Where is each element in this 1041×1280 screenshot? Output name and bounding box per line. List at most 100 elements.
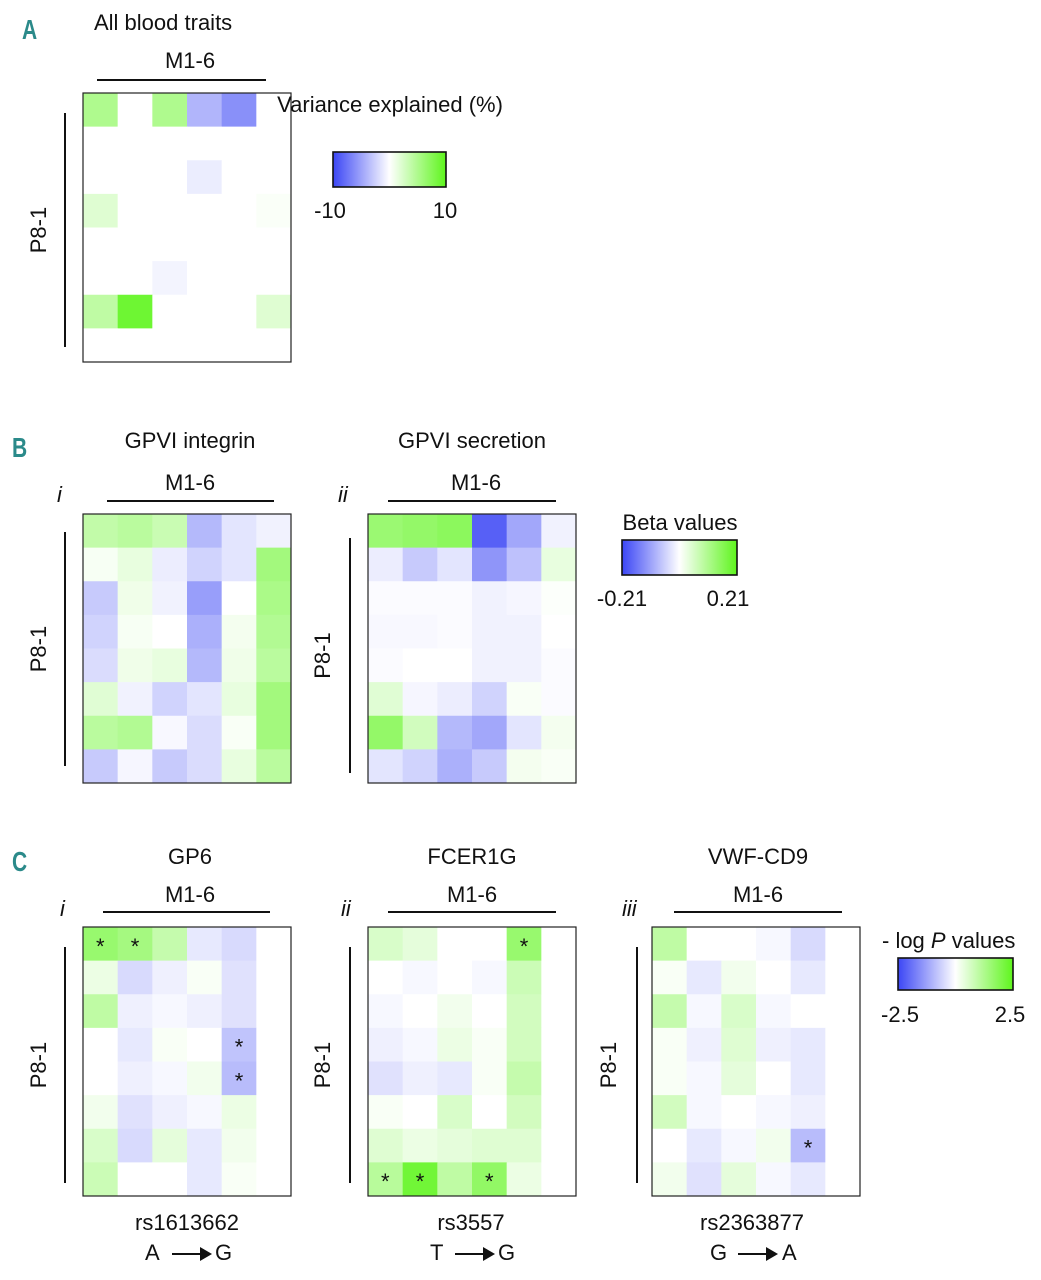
heatmap-cell xyxy=(256,1061,292,1096)
legend-a-title: Variance explained (%) xyxy=(277,92,503,117)
heatmap-cell xyxy=(402,682,438,717)
heatmap-cell xyxy=(187,715,223,750)
heatmap-cell xyxy=(472,682,508,717)
heatmap-cell xyxy=(790,1095,826,1130)
heatmap-cell xyxy=(187,227,223,262)
legend-a-colorbar xyxy=(332,151,447,188)
legend-c-max: 2.5 xyxy=(994,1002,1026,1027)
heatmap-cell xyxy=(368,547,404,582)
heatmap-cell xyxy=(83,1061,119,1096)
heatmap-cell xyxy=(221,960,257,995)
heatmap-cell xyxy=(117,648,153,683)
heatmap-cell xyxy=(152,715,188,750)
heatmap-cell xyxy=(368,1095,404,1130)
heatmap-cell xyxy=(83,126,119,161)
heatmap-cell xyxy=(256,1128,292,1163)
legend-c-min: -2.5 xyxy=(881,1002,919,1027)
heatmap-cell xyxy=(83,1128,119,1163)
heatmap-cell xyxy=(437,1162,473,1197)
heatmap-cell xyxy=(83,93,119,128)
heatmap-cell xyxy=(152,1162,188,1197)
heatmap-cell xyxy=(368,1027,404,1062)
panel-b-ii-col-label: M1-6 xyxy=(450,470,502,495)
heatmap-cell xyxy=(506,994,542,1029)
heatmap-cell xyxy=(472,614,508,649)
heatmap-cell xyxy=(256,294,292,329)
panel-c-iii-allele-to: A xyxy=(782,1240,797,1265)
heatmap-cell xyxy=(256,648,292,683)
heatmap-cell xyxy=(221,715,257,750)
heatmap-cell xyxy=(472,514,508,549)
heatmap-cell xyxy=(437,715,473,750)
heatmap-cell xyxy=(686,1095,722,1130)
heatmap-cell xyxy=(721,960,757,995)
heatmap-cell xyxy=(506,614,542,649)
heatmap-cell xyxy=(221,648,257,683)
heatmap-cell xyxy=(256,547,292,582)
heatmap-cell xyxy=(117,93,153,128)
heatmap-cell xyxy=(652,1061,688,1096)
heatmap-cell xyxy=(187,547,223,582)
heatmap-cell xyxy=(152,514,188,549)
panel-c-iii-roman: iii xyxy=(622,896,637,921)
heatmap-cell xyxy=(402,1027,438,1062)
heatmap-cell xyxy=(721,927,757,962)
heatmap-cell xyxy=(187,1162,223,1197)
heatmap-cell xyxy=(790,1027,826,1062)
heatmap-cell xyxy=(187,614,223,649)
heatmap-cell xyxy=(472,1095,508,1130)
heatmap-cell xyxy=(117,227,153,262)
heatmap-cell xyxy=(686,927,722,962)
heatmap-cell xyxy=(152,328,188,363)
heatmap-cell xyxy=(825,1027,861,1062)
heatmap-cell xyxy=(756,1162,792,1197)
heatmap-cell xyxy=(256,682,292,717)
panel-c-iii-col-label: M1-6 xyxy=(732,882,784,907)
heatmap-cell xyxy=(221,1095,257,1130)
panel-b-i-roman: i xyxy=(57,482,62,507)
heatmap-cell xyxy=(187,126,223,161)
heatmap-cell xyxy=(256,960,292,995)
heatmap-cell xyxy=(152,648,188,683)
heatmap-cell xyxy=(437,1128,473,1163)
heatmap-cell xyxy=(83,1095,119,1130)
heatmap-cell xyxy=(652,1095,688,1130)
heatmap-cell xyxy=(506,749,542,784)
heatmap-cell xyxy=(117,682,153,717)
heatmap-cell xyxy=(152,126,188,161)
panel-b-i-title: GPVI integrin xyxy=(124,428,256,453)
legend-a-min: -10 xyxy=(314,198,346,223)
heatmap-cell xyxy=(256,1027,292,1062)
heatmap-cell xyxy=(541,581,577,616)
heatmap-cell xyxy=(756,994,792,1029)
heatmap-cell xyxy=(437,1095,473,1130)
heatmap-cell xyxy=(506,1027,542,1062)
heatmap-cell xyxy=(756,1061,792,1096)
heatmap-cell xyxy=(437,614,473,649)
heatmap-cell xyxy=(437,547,473,582)
heatmap-cell xyxy=(541,1128,577,1163)
heatmap-cell xyxy=(437,648,473,683)
heatmap-cell xyxy=(152,261,188,296)
heatmap-cell xyxy=(221,1128,257,1163)
heatmap-cell xyxy=(221,682,257,717)
heatmap-cell xyxy=(117,1027,153,1062)
heatmap-cell xyxy=(117,193,153,228)
panel-b-ii-title: GPVI secretion xyxy=(398,428,546,453)
heatmap-cell xyxy=(83,160,119,195)
heatmap-cell xyxy=(221,547,257,582)
heatmap-cell xyxy=(756,927,792,962)
heatmap-cell xyxy=(652,1128,688,1163)
heatmap-cell xyxy=(83,547,119,582)
heatmap-cell xyxy=(256,749,292,784)
heatmap-cell xyxy=(83,927,119,962)
row-group-label: P8-1 xyxy=(310,1042,335,1088)
heatmap-border xyxy=(82,926,292,1197)
heatmap-cell xyxy=(221,193,257,228)
heatmap-cell xyxy=(152,294,188,329)
panel-a-col-label: M1-6 xyxy=(164,48,216,73)
heatmap-cell xyxy=(437,927,473,962)
heatmap-cell xyxy=(187,1128,223,1163)
row-group-label: P8-1 xyxy=(596,1042,621,1088)
heatmap-cell xyxy=(187,927,223,962)
